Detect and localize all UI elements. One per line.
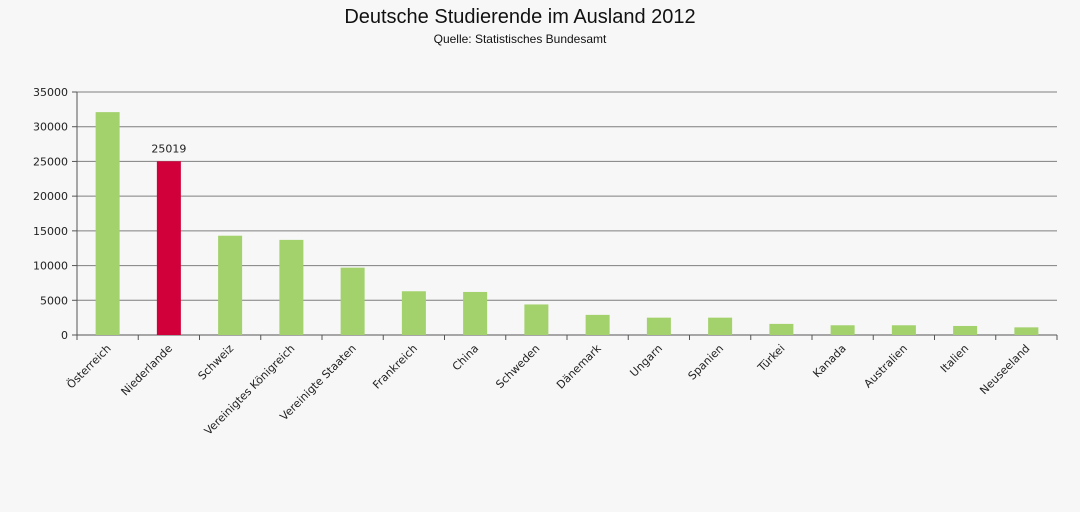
x-tick-label: China xyxy=(450,342,481,373)
y-tick-label: 20000 xyxy=(33,190,68,203)
bar xyxy=(708,317,733,335)
x-tick-label: Schweiz xyxy=(196,342,237,383)
bar xyxy=(401,291,426,335)
y-tick-label: 35000 xyxy=(33,86,68,99)
y-tick-label: 15000 xyxy=(33,225,68,238)
y-tick-label: 10000 xyxy=(33,260,68,273)
bars xyxy=(95,112,1039,336)
bar xyxy=(953,325,978,335)
x-tick-label: Frankreich xyxy=(370,342,420,392)
bar xyxy=(769,323,794,335)
bar xyxy=(1014,327,1039,335)
x-tick-label: Dänemark xyxy=(554,341,604,391)
bar xyxy=(279,239,304,335)
y-axis: 0 5000 10000 15000 20000 25000 30000 35000 xyxy=(33,86,1058,342)
x-tick-label: Italien xyxy=(938,342,971,375)
x-tick-label: Niederlande xyxy=(119,342,176,399)
x-tick-label: Ungarn xyxy=(627,342,665,380)
bar xyxy=(524,304,549,335)
y-tick-label: 25000 xyxy=(33,155,68,168)
y-tick-label: 5000 xyxy=(40,294,68,307)
y-tick-label: 0 xyxy=(61,329,68,342)
data-labels: 25019 xyxy=(151,142,186,155)
bar xyxy=(463,291,488,335)
x-tick-label: Spanien xyxy=(686,342,727,383)
y-tick-label: 30000 xyxy=(33,121,68,134)
bar xyxy=(646,317,671,335)
bar xyxy=(340,267,365,335)
bar xyxy=(830,325,855,335)
x-tick-label: Österreich xyxy=(64,342,113,391)
x-tick-label: Australien xyxy=(861,342,910,391)
data-label: 25019 xyxy=(151,142,186,155)
x-tick-label: Schweden xyxy=(493,342,542,391)
x-tick-label: Kanada xyxy=(810,342,848,380)
bar xyxy=(218,235,243,335)
bar xyxy=(891,325,916,335)
chart-subtitle: Quelle: Statistisches Bundesamt xyxy=(433,32,607,46)
bar xyxy=(95,112,120,336)
x-tick-label: Türkei xyxy=(755,342,788,375)
x-axis: Österreich Niederlande SchweizVereinigtes … xyxy=(64,341,1032,437)
bar xyxy=(585,314,610,335)
bar xyxy=(156,161,181,335)
x-tick-label: Neuseeland xyxy=(977,342,1032,397)
chart-title: Deutsche Studierende im Ausland 2012 xyxy=(344,6,696,28)
